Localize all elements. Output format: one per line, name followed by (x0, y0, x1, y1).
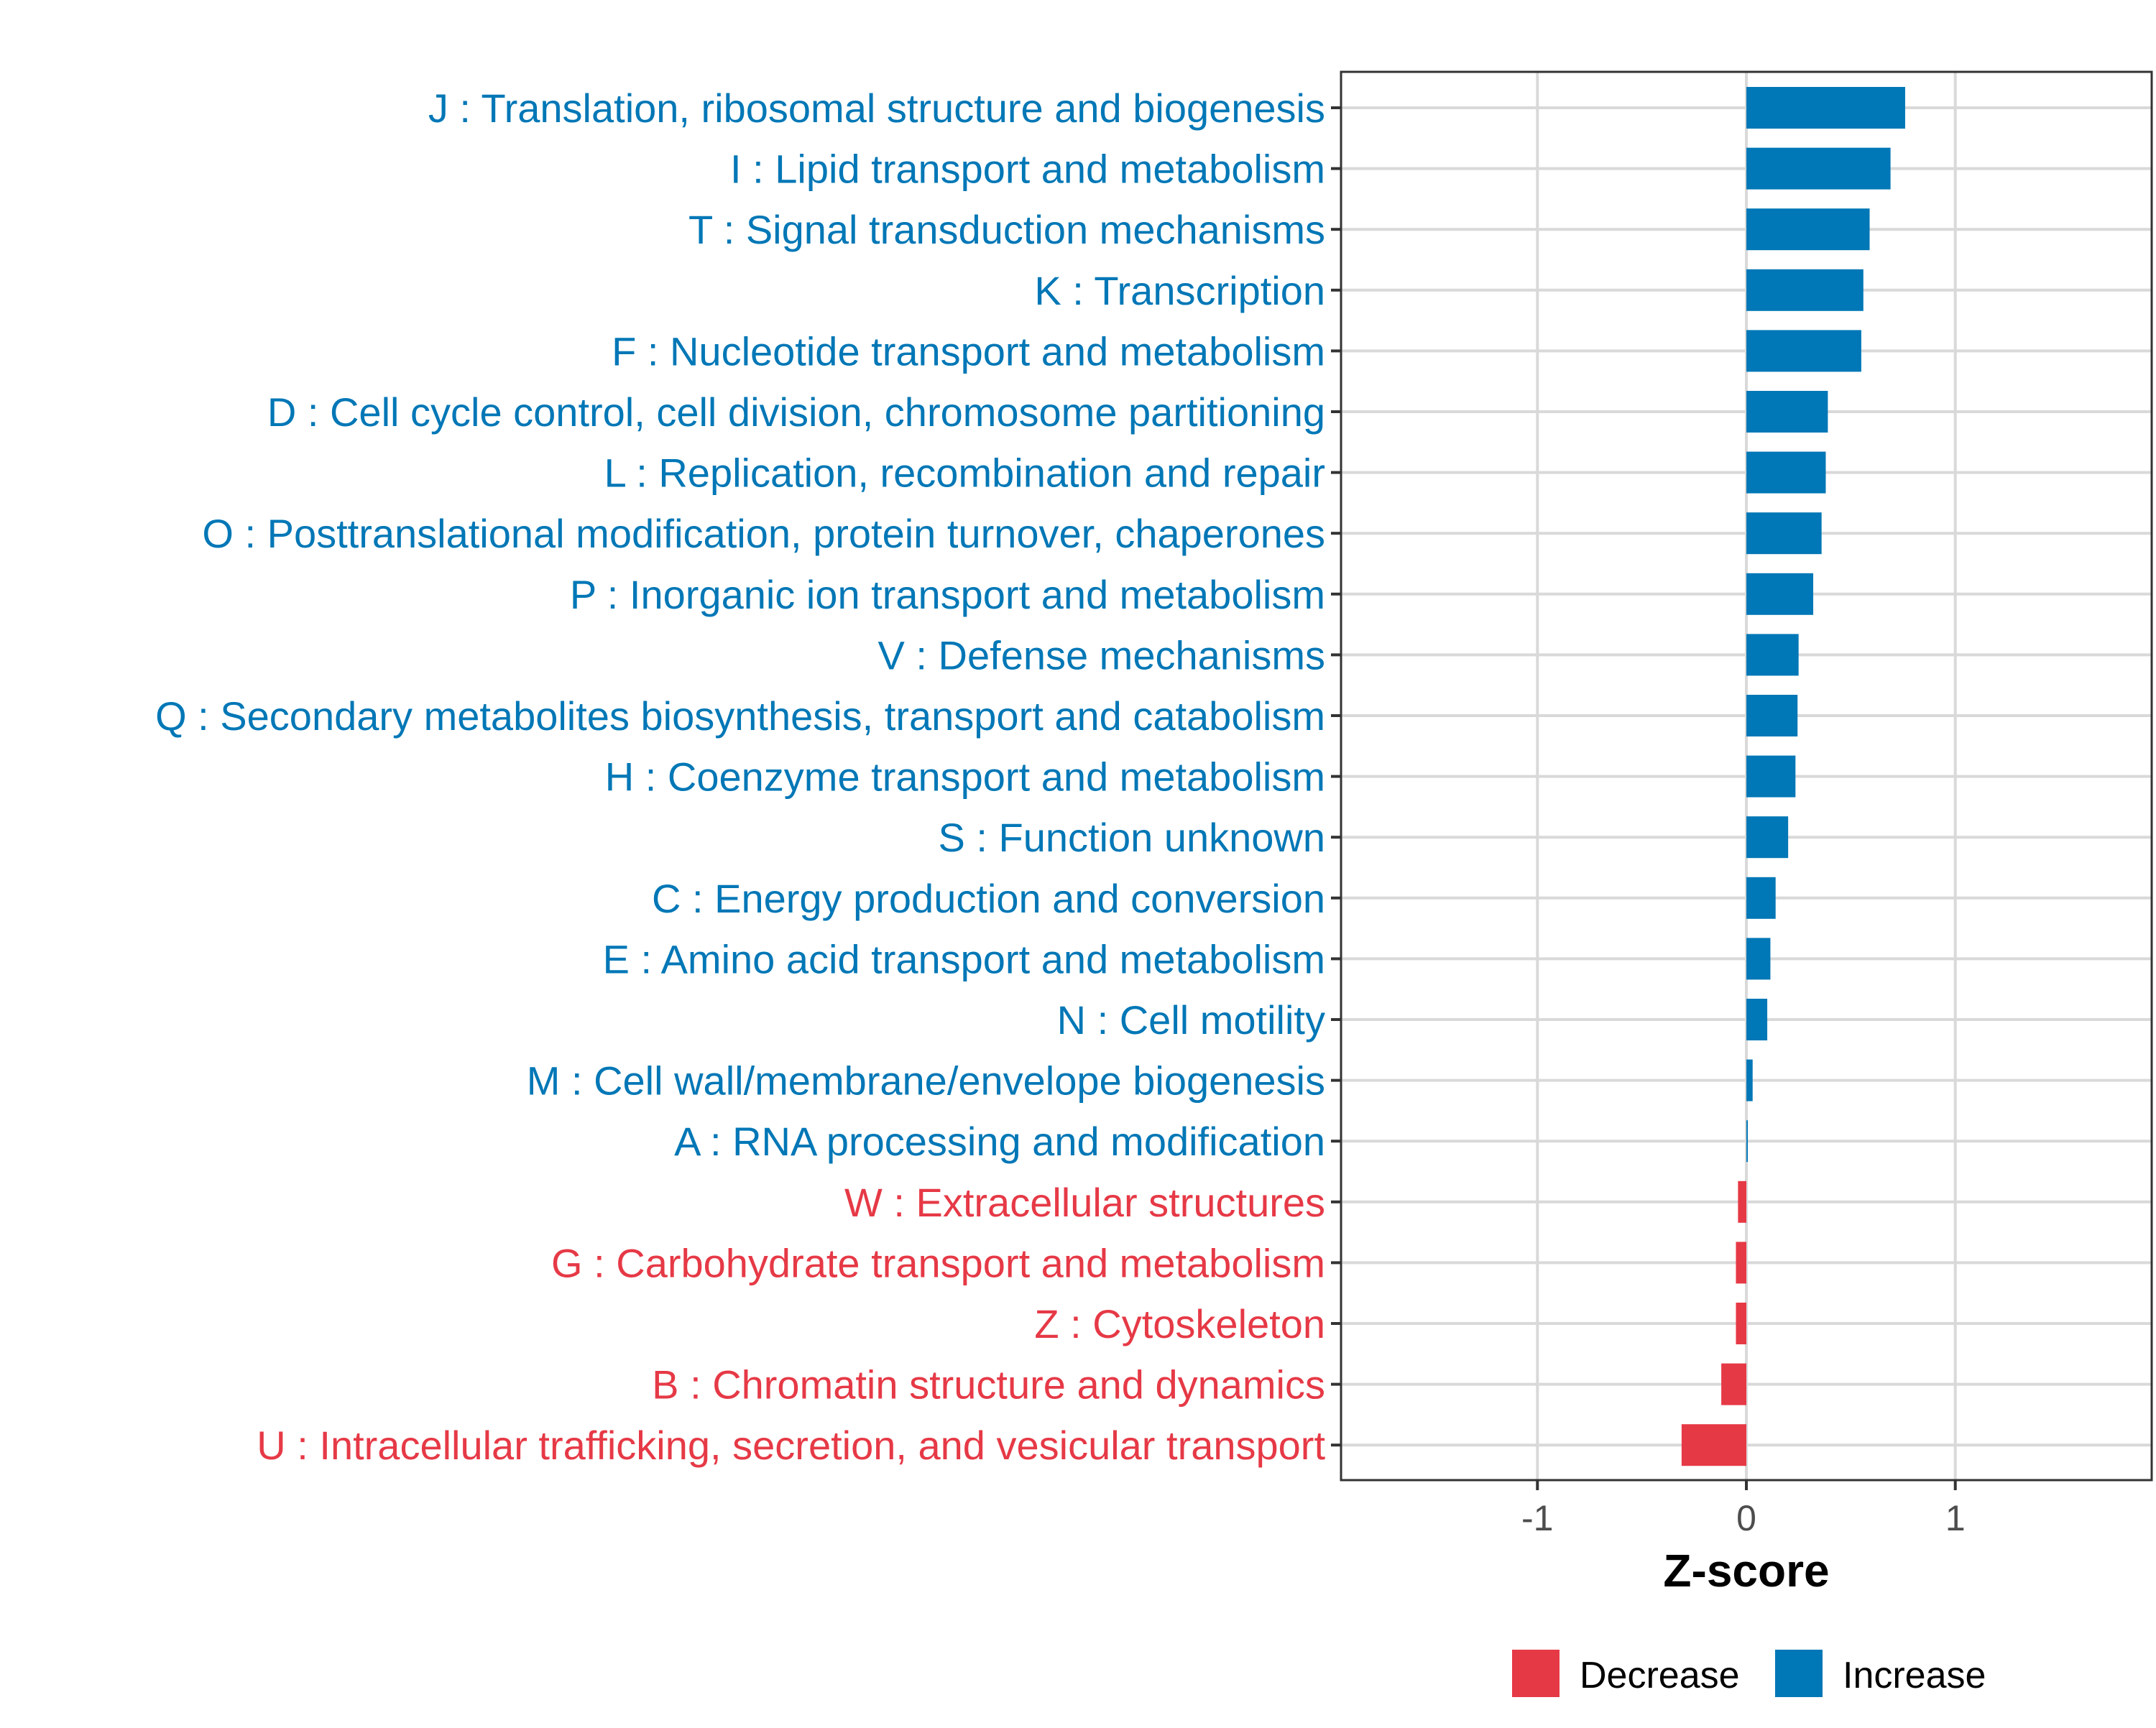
x-tick-label: 1 (1945, 1498, 1966, 1538)
category-label: M : Cell wall/membrane/envelope biogenes… (527, 1058, 1325, 1104)
category-label: G : Carbohydrate transport and metabolis… (551, 1240, 1325, 1285)
bar (1746, 695, 1798, 736)
bar (1746, 938, 1771, 980)
bar (1738, 1181, 1746, 1223)
bar (1746, 573, 1814, 615)
category-label: F : Nucleotide transport and metabolism (612, 328, 1325, 374)
bar (1736, 1303, 1746, 1344)
bar (1681, 1424, 1746, 1466)
bar (1746, 512, 1822, 555)
bar (1746, 816, 1789, 859)
category-label: E : Amino acid transport and metabolism (603, 936, 1325, 981)
bar (1721, 1363, 1746, 1405)
legend-swatch (1775, 1650, 1823, 1697)
bar (1746, 1120, 1748, 1163)
y-axis-category-labels: J : Translation, ribosomal structure and… (155, 86, 1325, 1468)
bar (1746, 451, 1826, 494)
x-axis-ticks: -1 0 1 (1521, 1480, 1966, 1538)
category-label: A : RNA processing and modification (674, 1119, 1325, 1164)
category-label: S : Function unknown (938, 815, 1325, 860)
category-label: P : Inorganic ion transport and metaboli… (570, 572, 1325, 617)
bar (1746, 208, 1870, 251)
bars (1681, 87, 1905, 1466)
category-label: K : Transcription (1034, 268, 1325, 313)
category-label: O : Posttranslational modification, prot… (202, 511, 1325, 556)
category-label: B : Chromatin structure and dynamics (652, 1362, 1325, 1408)
category-label: Q : Secondary metabolites biosynthesis, … (155, 693, 1325, 739)
category-label: L : Replication, recombination and repai… (604, 451, 1325, 496)
bar (1746, 755, 1796, 798)
x-tick-label: -1 (1521, 1498, 1553, 1538)
bar (1746, 269, 1864, 311)
legend-label: Increase (1843, 1655, 1986, 1696)
bar (1746, 1059, 1753, 1101)
bar (1746, 391, 1828, 433)
legend-swatch (1512, 1650, 1560, 1697)
bar (1746, 877, 1776, 919)
y-axis-ticks (1331, 106, 1341, 1447)
category-label: T : Signal transduction mechanisms (688, 207, 1325, 252)
bar (1746, 330, 1861, 372)
category-label: W : Extracellular structures (844, 1180, 1325, 1225)
category-label: H : Coenzyme transport and metabolism (605, 754, 1325, 800)
bar (1746, 999, 1768, 1040)
category-label: J : Translation, ribosomal structure and… (428, 86, 1325, 131)
category-label: V : Defense mechanisms (878, 632, 1325, 678)
bar (1746, 147, 1891, 190)
x-axis-title: Z-score (1663, 1545, 1829, 1597)
bar (1746, 87, 1905, 129)
x-tick-label: 0 (1736, 1498, 1756, 1538)
category-label: U : Intracellular trafficking, secretion… (257, 1423, 1325, 1468)
category-label: D : Cell cycle control, cell division, c… (267, 389, 1325, 435)
category-label: Z : Cytoskeleton (1034, 1301, 1325, 1346)
bar (1746, 634, 1799, 676)
category-label: C : Energy production and conversion (652, 876, 1325, 921)
category-label: I : Lipid transport and metabolism (730, 147, 1325, 192)
legend-label: Decrease (1580, 1655, 1740, 1696)
bar (1736, 1242, 1746, 1284)
category-label: N : Cell motility (1057, 997, 1325, 1043)
legend: Decrease Increase (1512, 1650, 1986, 1697)
